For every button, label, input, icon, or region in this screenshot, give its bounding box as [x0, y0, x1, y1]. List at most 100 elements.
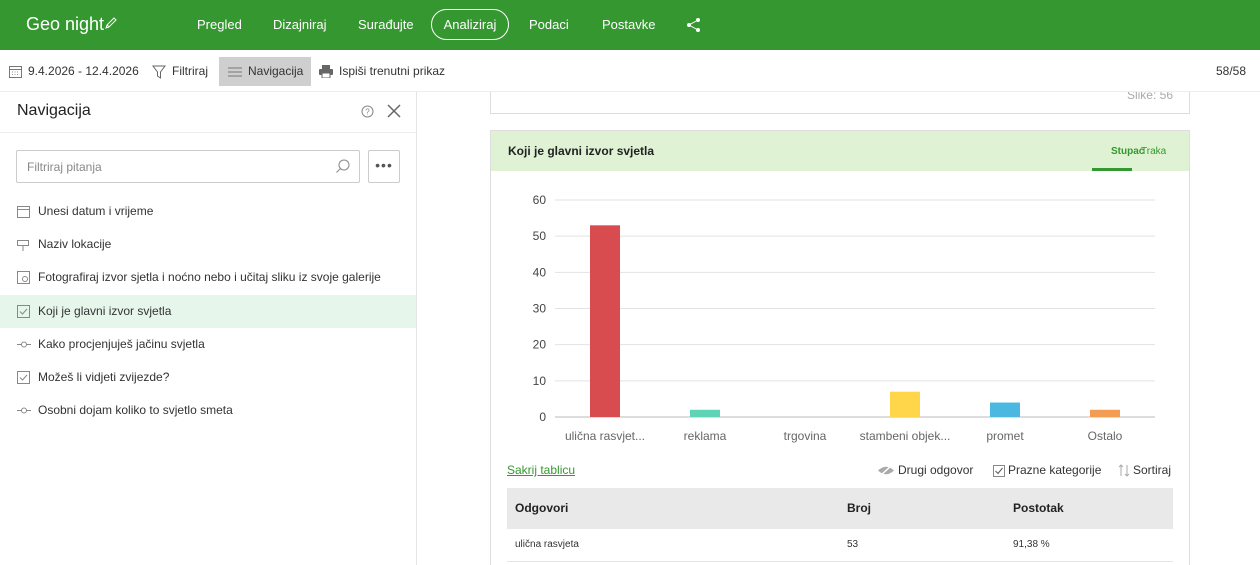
bar: [1090, 409, 1120, 417]
filter-label: Filtriraj: [172, 64, 208, 78]
checkbox-icon: [17, 371, 30, 384]
hidden-eye-icon: [878, 464, 894, 477]
bar: [690, 409, 720, 417]
print-button[interactable]: Ispiši trenutni prikaz: [319, 50, 445, 92]
bar: [890, 391, 920, 417]
tab-bar-chart[interactable]: Traka: [1141, 146, 1167, 157]
main-content: Slike: 56 Koji je glavni izvor svjetla S…: [418, 92, 1260, 565]
navigation-label: Navigacija: [248, 64, 304, 78]
calendar-icon: [17, 206, 30, 218]
x-tick-label: promet: [986, 429, 1024, 443]
tab-column-chart[interactable]: Stupac: [1111, 146, 1145, 157]
search-icon[interactable]: [335, 158, 351, 174]
y-tick-label: 0: [539, 410, 546, 424]
y-tick-label: 50: [533, 229, 547, 243]
app-title: Geo night: [26, 14, 105, 34]
active-tab-underline: [1092, 168, 1132, 171]
slider-icon: [17, 341, 31, 348]
nav-item-photo-upload[interactable]: Fotografiraj izvor sjetla i noćno nebo i…: [0, 261, 416, 294]
sort-label: Sortiraj: [1133, 463, 1172, 477]
divider: [0, 132, 416, 133]
share-icon[interactable]: [686, 17, 702, 33]
nav-item-label: Fotografiraj izvor sjetla i noćno nebo i…: [38, 270, 381, 284]
help-icon[interactable]: ?: [361, 105, 374, 118]
signpost-icon: [17, 240, 29, 251]
date-range-button[interactable]: 9.4.2026 - 12.4.2026: [9, 50, 139, 92]
table-header: Odgovori Broj Postotak: [507, 488, 1173, 529]
other-answer-label: Drugi odgovor: [898, 463, 974, 477]
x-tick-label: stambeni objek...: [860, 429, 951, 443]
tab-postavke[interactable]: Postavke: [602, 17, 656, 32]
nav-item-label: Kako procjenjuješ jačinu svjetla: [38, 337, 205, 351]
y-tick-label: 20: [533, 338, 547, 352]
tab-podaci[interactable]: Podaci: [529, 17, 569, 32]
cell-answer: ulična rasvjeta: [515, 539, 579, 550]
navigation-panel: Navigacija ? ••• Unesi datum i vrijeme N…: [0, 92, 417, 565]
svg-text:?: ?: [365, 108, 370, 117]
previous-question-card: Slike: 56: [490, 92, 1190, 114]
nav-item-date-time[interactable]: Unesi datum i vrijeme: [0, 195, 416, 228]
question-card: Koji je glavni izvor svjetla Stupac Trak…: [490, 130, 1190, 565]
tab-pregled[interactable]: Pregled: [197, 17, 242, 32]
question-filter-input[interactable]: [16, 150, 360, 183]
bar: [990, 402, 1020, 417]
nav-item-main-light-source[interactable]: Koji je glavni izvor svjetla: [0, 295, 416, 328]
checkbox-icon: [17, 305, 30, 318]
y-tick-label: 30: [533, 302, 547, 316]
bar-chart: 0 10 20 30 40 50 60 ulična rasvjet... reklama trg…: [533, 193, 1155, 443]
y-tick-label: 10: [533, 374, 547, 388]
tab-analiziraj[interactable]: Analiziraj: [431, 9, 509, 40]
close-icon[interactable]: [386, 103, 402, 119]
sort-button[interactable]: Sortiraj: [1118, 463, 1172, 478]
nav-panel-title: Navigacija: [17, 102, 91, 119]
bar: [590, 225, 620, 417]
image-upload-icon: [17, 271, 30, 284]
nav-item-label: Naziv lokacije: [38, 237, 112, 251]
date-range-label: 9.4.2026 - 12.4.2026: [28, 64, 139, 78]
cell-percent: 91,38 %: [1013, 539, 1050, 550]
y-tick-label: 40: [533, 265, 547, 279]
nav-item-see-stars[interactable]: Možeš li vidjeti zvijezde?: [0, 361, 416, 394]
sort-icon: [1118, 464, 1130, 478]
top-app-bar: Geo night Pregled Dizajniraj Surađujte A…: [0, 0, 1260, 50]
column-header-percent: Postotak: [1013, 501, 1064, 515]
images-count: Slike: 56: [1126, 92, 1173, 102]
question-card-header: Koji je glavni izvor svjetla Stupac Trak…: [491, 131, 1189, 171]
filter-button[interactable]: Filtriraj: [152, 50, 208, 92]
column-header-count: Broj: [847, 501, 871, 515]
tab-suradujte[interactable]: Surađujte: [358, 17, 414, 32]
more-options-button[interactable]: •••: [368, 150, 400, 183]
list-icon: [228, 67, 242, 77]
page-count: 58/58: [1215, 64, 1246, 78]
other-answer-toggle[interactable]: Drugi odgovor: [877, 463, 973, 477]
print-label: Ispiši trenutni prikaz: [339, 64, 446, 78]
column-header-answers: Odgovori: [515, 501, 569, 515]
navigation-button[interactable]: Navigacija: [228, 50, 303, 92]
filter-icon: [152, 65, 166, 79]
edit-pencil-icon[interactable]: [104, 15, 118, 31]
x-tick-label: trgovina: [784, 429, 827, 443]
nav-item-personal-impression[interactable]: Osobni dojam koliko to svjetlo smeta: [0, 394, 416, 427]
empty-categories-toggle[interactable]: Prazne kategorije: [993, 463, 1101, 477]
nav-item-location-name[interactable]: Naziv lokacije: [0, 228, 416, 261]
nav-item-light-intensity[interactable]: Kako procjenjuješ jačinu svjetla: [0, 328, 416, 361]
nav-item-label: Koji je glavni izvor svjetla: [38, 304, 172, 318]
cell-count: 53: [847, 539, 859, 550]
x-tick-label: Ostalo: [1088, 429, 1123, 443]
table-row: ulična rasvjeta 53 91,38 %: [507, 529, 1173, 562]
tab-dizajniraj[interactable]: Dizajniraj: [273, 17, 327, 32]
x-tick-label: reklama: [684, 429, 727, 443]
toolbar: 9.4.2026 - 12.4.2026 Filtriraj Navigacij…: [0, 50, 1260, 92]
question-title: Koji je glavni izvor svjetla: [508, 144, 655, 158]
hide-table-link[interactable]: Sakrij tablicu: [507, 463, 576, 477]
slider-icon: [17, 407, 31, 414]
y-tick-label: 60: [533, 193, 547, 207]
x-tick-label: ulična rasvjet...: [565, 429, 645, 443]
nav-item-label: Unesi datum i vrijeme: [38, 204, 154, 218]
nav-item-label: Osobni dojam koliko to svjetlo smeta: [38, 403, 233, 417]
checkbox-checked-icon: [993, 464, 1005, 477]
empty-categories-label: Prazne kategorije: [1008, 463, 1102, 477]
calendar-icon: [9, 66, 22, 79]
printer-icon: [319, 65, 333, 79]
nav-item-label: Možeš li vidjeti zvijezde?: [38, 370, 170, 384]
